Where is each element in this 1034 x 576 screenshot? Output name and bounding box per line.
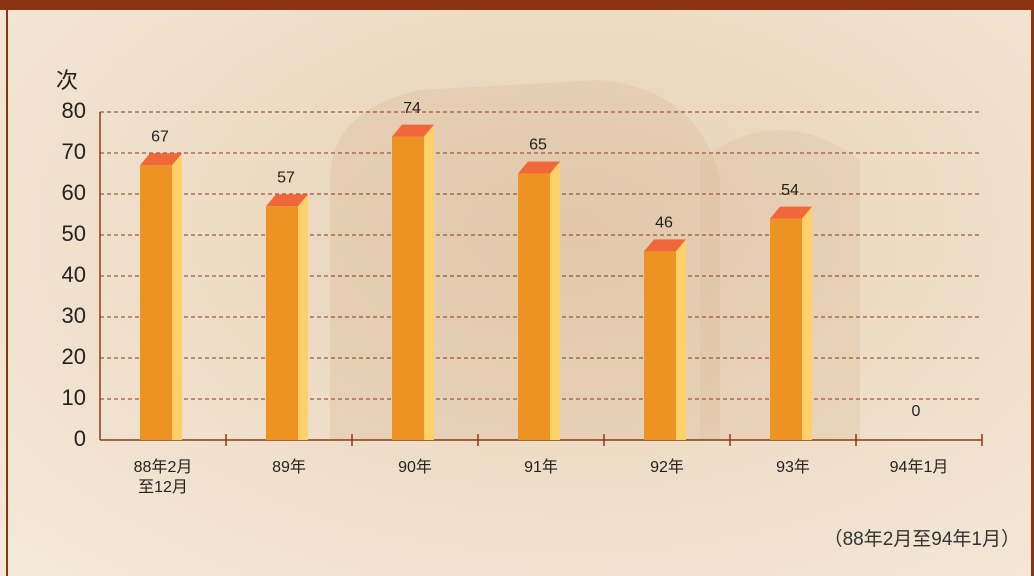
value-label: 67 xyxy=(151,129,169,146)
top-bar xyxy=(0,0,1034,10)
y-tick-label: 20 xyxy=(62,344,86,369)
x-tick-label: 91年 xyxy=(524,459,558,476)
y-tick-label: 10 xyxy=(62,385,86,410)
x-tick-label: 93年 xyxy=(776,459,810,476)
x-tick-label: 89年 xyxy=(272,459,306,476)
bar-top xyxy=(644,239,686,252)
bar-side xyxy=(550,161,560,440)
value-label: 57 xyxy=(277,170,295,187)
y-tick-label: 60 xyxy=(62,180,86,205)
x-tick-label: 90年 xyxy=(398,459,432,476)
y-tick-label: 0 xyxy=(74,426,86,451)
bar-side xyxy=(172,153,182,441)
bar xyxy=(644,239,686,440)
footnote: （88年2月至94年1月） xyxy=(824,528,1020,550)
bar-front xyxy=(266,206,298,440)
y-tick-label: 80 xyxy=(62,98,86,123)
value-label: 65 xyxy=(529,137,547,154)
bar-front xyxy=(140,165,172,441)
bar xyxy=(770,206,812,440)
y-tick-label: 40 xyxy=(62,262,86,287)
bar-side xyxy=(802,206,812,440)
x-tick-label: 88年2月 至12月 xyxy=(133,459,193,496)
y-tick-label: 70 xyxy=(62,139,86,164)
bar xyxy=(392,124,434,440)
value-label: 0 xyxy=(912,403,921,420)
bar xyxy=(140,153,182,441)
x-tick-label: 94年1月 xyxy=(889,459,949,476)
bar-front xyxy=(770,218,802,440)
value-label: 46 xyxy=(655,215,673,232)
right-border xyxy=(1031,10,1034,576)
bar-front xyxy=(644,251,676,440)
value-label: 54 xyxy=(781,182,799,199)
bar xyxy=(266,194,308,440)
bar-top xyxy=(770,206,812,219)
bar-front xyxy=(392,136,424,440)
bar-top xyxy=(140,153,182,166)
x-tick-label: 92年 xyxy=(650,459,684,476)
bar-side xyxy=(298,194,308,440)
y-tick-label: 30 xyxy=(62,303,86,328)
bar-top xyxy=(518,161,560,174)
bar-front xyxy=(518,173,550,440)
y-axis-label: 次 xyxy=(56,68,78,93)
bar xyxy=(518,161,560,440)
left-border xyxy=(6,10,8,576)
bar-top xyxy=(392,124,434,137)
bar-top xyxy=(266,194,308,207)
y-tick-label: 50 xyxy=(62,221,86,246)
bar-side xyxy=(424,124,434,440)
value-label: 74 xyxy=(403,100,421,117)
bar-side xyxy=(676,239,686,440)
